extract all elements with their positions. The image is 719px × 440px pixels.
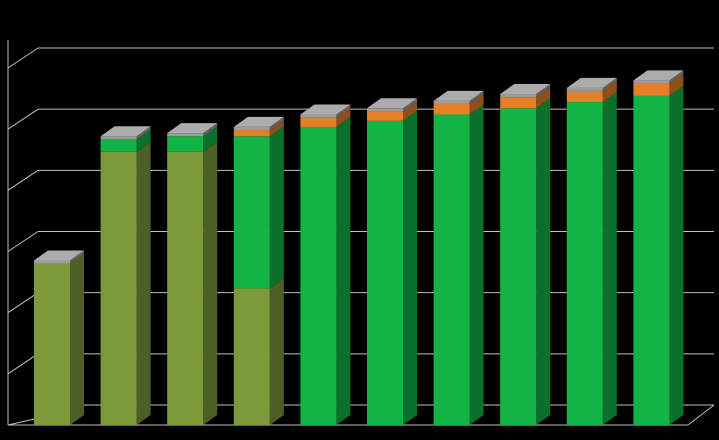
bar-segment-side [536, 98, 551, 425]
bar-segment [500, 108, 537, 425]
bar-segment-side [336, 104, 351, 118]
bar-stack [233, 116, 284, 425]
bar-segment [100, 139, 137, 152]
bar-segment-side [70, 250, 84, 264]
bar-top-cap [367, 98, 417, 109]
bar-segment [34, 260, 70, 264]
bar-top-cap [300, 104, 351, 115]
bar-segment-side [602, 77, 617, 91]
bar-segment [367, 108, 403, 112]
bar-segment [233, 126, 270, 131]
bar-segment [233, 136, 270, 289]
bar-segment-side [403, 98, 417, 112]
bar-segment [233, 130, 270, 137]
bar-segment-side [336, 107, 351, 127]
bar-segment-side [469, 104, 484, 426]
bar-segment [167, 136, 204, 152]
bar-segment [34, 263, 70, 425]
bar-segment-side [602, 92, 617, 425]
bar-segment [167, 151, 204, 425]
bar-segment [566, 102, 603, 425]
bar-stack [500, 84, 551, 425]
bar-stack [34, 250, 84, 425]
bar-top-cap [566, 77, 617, 88]
bar-top-cap [433, 90, 484, 101]
gridline-depth [7, 292, 39, 314]
bar-stack [167, 123, 218, 425]
bar-segment-side [136, 126, 151, 140]
bar-segment [433, 103, 470, 115]
bar-segment-side [602, 80, 617, 103]
bar-stack [566, 77, 617, 425]
bar-top-cap [633, 70, 684, 81]
bar-segment [433, 100, 470, 104]
bar-segment-side [669, 73, 684, 96]
bar-top-cap [500, 84, 551, 95]
bar-segment-side [336, 116, 351, 425]
gridline-depth [7, 169, 39, 191]
bar-segment [633, 80, 670, 84]
bar-segment [367, 120, 403, 426]
bar-segment-side [469, 90, 484, 104]
bar-segment [300, 114, 337, 118]
bar-segment-side [269, 278, 284, 425]
bar-segment [167, 133, 204, 137]
bar-stack [633, 70, 684, 426]
bar-segment-side [203, 126, 218, 152]
bar-segment [566, 90, 603, 103]
bar-segment-side [203, 141, 218, 425]
bar-top-cap [167, 123, 218, 134]
bar-segment-side [136, 141, 151, 425]
bar-segment-side [536, 87, 551, 109]
gridline-depth [7, 353, 39, 375]
bar-segment [300, 117, 337, 127]
bar-segment [100, 136, 137, 140]
bar-stack [367, 98, 417, 426]
bar-segment [633, 83, 670, 96]
bar-segment-side [269, 126, 284, 289]
bar-segment-side [403, 101, 417, 121]
bar-segment [367, 111, 403, 121]
gridline-depth [7, 231, 39, 252]
bar-segment-side [669, 70, 684, 84]
bar-stack [100, 126, 151, 425]
bar-segment [566, 87, 603, 91]
bar-segment [500, 94, 537, 98]
bar-top-cap [34, 250, 84, 261]
bar-segment [233, 288, 270, 425]
bar-segment-side [269, 120, 284, 137]
bar-segment-side [469, 93, 484, 115]
bars [34, 70, 684, 426]
bar-top-cap [233, 116, 284, 127]
bar-segment-side [403, 110, 417, 426]
floor-right-edge [687, 404, 715, 426]
bar-stack [300, 104, 351, 425]
bar-segment-side [70, 253, 84, 425]
gridline-depth [7, 108, 39, 130]
bar-segment [100, 151, 137, 425]
bar-segment [300, 126, 337, 425]
bar-segment-side [669, 85, 684, 426]
bar-segment [433, 114, 470, 426]
bar-segment [500, 97, 537, 109]
bar-top-cap [100, 126, 151, 137]
bar-segment-side [536, 84, 551, 98]
bar-segment-side [203, 123, 218, 137]
gridline-depth [7, 47, 39, 69]
bar-stack [433, 90, 484, 426]
bar-segment-side [136, 129, 151, 152]
bar-segment-side [269, 116, 284, 131]
bar-segment [633, 95, 670, 426]
